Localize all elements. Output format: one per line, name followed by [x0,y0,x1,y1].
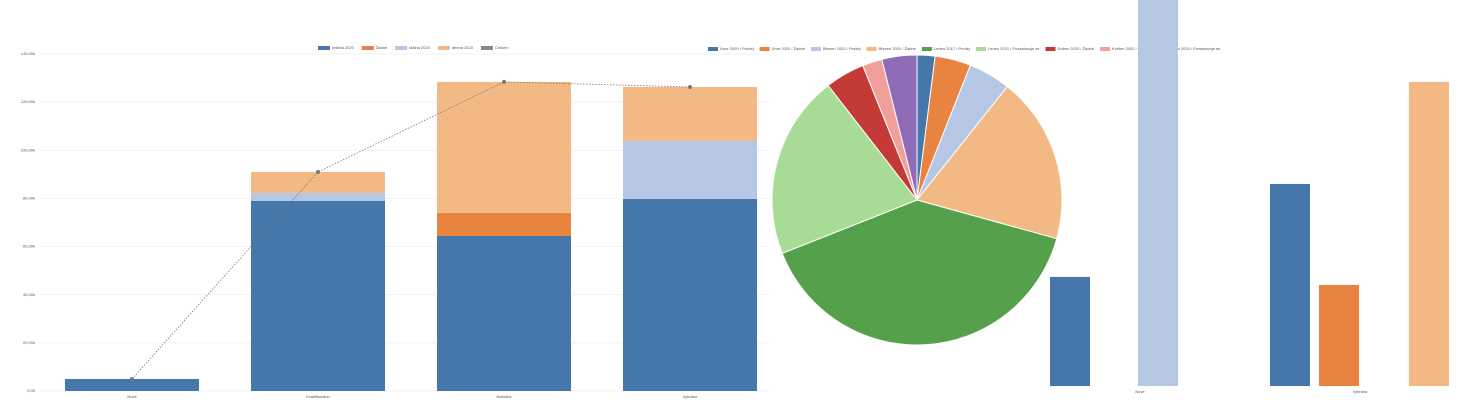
total-point [316,169,320,174]
legend-swatch [921,47,932,51]
legend-label: Březen 2020 / Žádné [879,46,917,51]
legend-swatch [318,46,330,50]
legend-swatch [810,47,821,51]
pie-slice [916,85,1063,240]
legend-swatch [975,47,986,51]
legend-label: Únor 2020 / Prodej [720,46,754,51]
legend-label: denna 2020 [452,45,474,50]
bar [623,140,757,199]
legend-label: stálna 2020 [409,45,430,50]
bar [1270,183,1310,386]
total-line [131,81,691,380]
bar [437,235,571,391]
pie-slice [771,84,918,255]
legend-swatch [708,47,718,51]
y-tick-label: 120,00k [21,99,35,104]
legend-swatch [866,47,877,51]
bar [1050,276,1090,386]
bar [623,86,757,141]
legend-swatch [437,46,450,50]
legend-swatch [480,46,493,50]
y-tick-label: 40,00k [23,292,35,297]
legend-swatch [1100,47,1110,51]
y-tick-label: 140,00k [21,51,35,56]
y-tick-label: 20,00k [23,340,35,345]
x-tick-label: Vyhráno [1353,389,1369,394]
x-tick-label: Vyhráno [683,394,699,399]
bar [251,171,385,193]
legend-swatch [759,47,770,51]
legend-label: Květen 2020 / Prodej [1112,46,1149,51]
legend-label: Inština 2020 [332,45,355,50]
legend-swatch [395,46,408,50]
total-point [502,79,506,84]
legend-label: Únor 2020 / Žádné [772,46,806,51]
legend-label: Celkem [495,45,509,50]
legend-label: Březen 2020 / Prodej [823,46,861,51]
bar [437,81,571,213]
pie-slice [881,54,918,201]
bar [1409,81,1449,387]
legend-label: Květen 2020 / Pozastavuje se [1167,46,1221,51]
x-tick-label: Kvalifikováno [306,394,330,399]
x-tick-label: Nabídka [497,394,513,399]
total-point [130,376,134,381]
legend-label: Leden 2017 / Prodej [934,46,970,51]
legend-swatch [1045,47,1056,51]
y-tick-label: 60,00k [23,244,35,249]
total-point [688,84,692,89]
bar [437,212,571,236]
bar [1138,0,1178,386]
legend-swatch [361,46,374,50]
legend-label: Duben 2020 / Žádné [1058,46,1095,51]
y-tick-label: 100,00k [21,147,35,152]
y-tick-label: 0,00 [27,388,36,393]
bar [623,198,757,391]
x-tick-label: Nové [127,394,137,399]
bar [65,378,199,391]
bar [251,192,385,201]
pie-slice [781,199,1058,346]
legend-label: Žádné [376,45,388,50]
x-tick-label: Nové [1135,389,1145,394]
bar [1319,284,1359,386]
y-tick-label: 80,00k [23,195,35,200]
bar [251,200,385,391]
legend-label: Leden 2021 / Pozastavuje se [988,46,1040,51]
